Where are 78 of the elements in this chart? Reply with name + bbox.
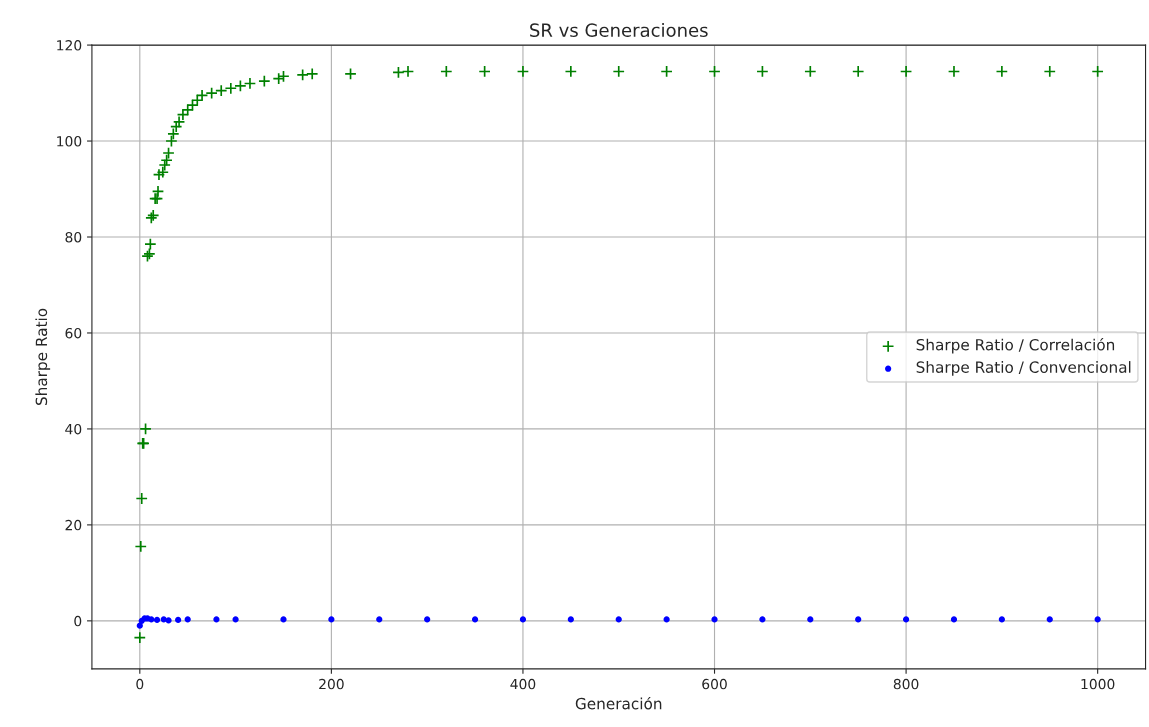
y-tick-label: 60 <box>65 327 82 339</box>
point <box>215 84 228 97</box>
point <box>902 616 910 623</box>
legend-label: Sharpe Ratio / Correlación <box>916 338 1115 354</box>
point <box>175 616 182 623</box>
point <box>851 65 865 78</box>
y-tick-label: 20 <box>65 519 82 531</box>
point <box>158 158 171 172</box>
point <box>162 146 175 160</box>
point <box>1046 616 1053 623</box>
point <box>756 65 769 78</box>
x-tick-label: 600 <box>702 678 727 690</box>
y-tick-label: 0 <box>74 615 82 627</box>
point <box>401 65 415 78</box>
y-tick-label: 40 <box>65 423 82 435</box>
point <box>1094 616 1101 623</box>
point <box>232 616 239 623</box>
point <box>296 68 309 82</box>
legend-label: Sharpe Ratio / Convencional <box>916 361 1131 376</box>
point <box>156 166 170 179</box>
point <box>213 616 220 623</box>
point <box>392 66 405 79</box>
point <box>165 134 178 148</box>
point <box>344 67 357 81</box>
point <box>1043 65 1056 78</box>
x-tick-label: 1000 <box>1081 678 1115 690</box>
point <box>995 65 1009 78</box>
point <box>243 77 257 90</box>
point <box>224 82 238 95</box>
y-tick-label: 120 <box>57 40 82 51</box>
point <box>1091 65 1104 78</box>
x-tick-label: 400 <box>510 678 536 690</box>
point <box>519 616 527 623</box>
point <box>424 616 431 623</box>
point <box>144 237 157 251</box>
point <box>440 65 453 78</box>
point <box>139 422 152 436</box>
point <box>947 65 961 78</box>
point <box>759 616 766 623</box>
x-tick-label: 200 <box>319 678 344 690</box>
point <box>165 617 172 624</box>
point <box>234 79 247 93</box>
point <box>133 631 147 644</box>
point <box>663 616 670 623</box>
x-tick-label: 800 <box>893 678 919 690</box>
point <box>899 65 913 78</box>
point <box>153 616 161 623</box>
point <box>376 616 383 623</box>
point <box>612 65 625 78</box>
point <box>184 616 191 623</box>
y-axis-title: Sharpe Ratio <box>35 308 51 406</box>
point <box>567 616 574 623</box>
point <box>807 616 814 623</box>
point <box>855 616 862 623</box>
point <box>135 492 148 505</box>
point <box>134 540 147 553</box>
point <box>306 67 319 81</box>
y-tick-label: 80 <box>65 231 82 243</box>
chart-title: SR vs Generaciones <box>530 23 708 37</box>
y-tick-label: 100 <box>57 136 82 147</box>
point <box>564 65 578 78</box>
point <box>615 616 622 623</box>
point <box>205 86 218 100</box>
point <box>471 616 479 623</box>
point <box>711 616 718 623</box>
point <box>660 65 673 78</box>
point <box>478 65 491 78</box>
point <box>998 616 1005 623</box>
point <box>708 65 721 78</box>
point <box>258 74 271 88</box>
point <box>516 65 530 78</box>
point <box>328 616 335 623</box>
x-tick-label: 0 <box>136 678 144 690</box>
point <box>280 616 287 623</box>
point <box>804 65 817 78</box>
point <box>148 616 155 623</box>
point <box>950 616 958 623</box>
x-axis-title: Generación <box>575 696 662 710</box>
